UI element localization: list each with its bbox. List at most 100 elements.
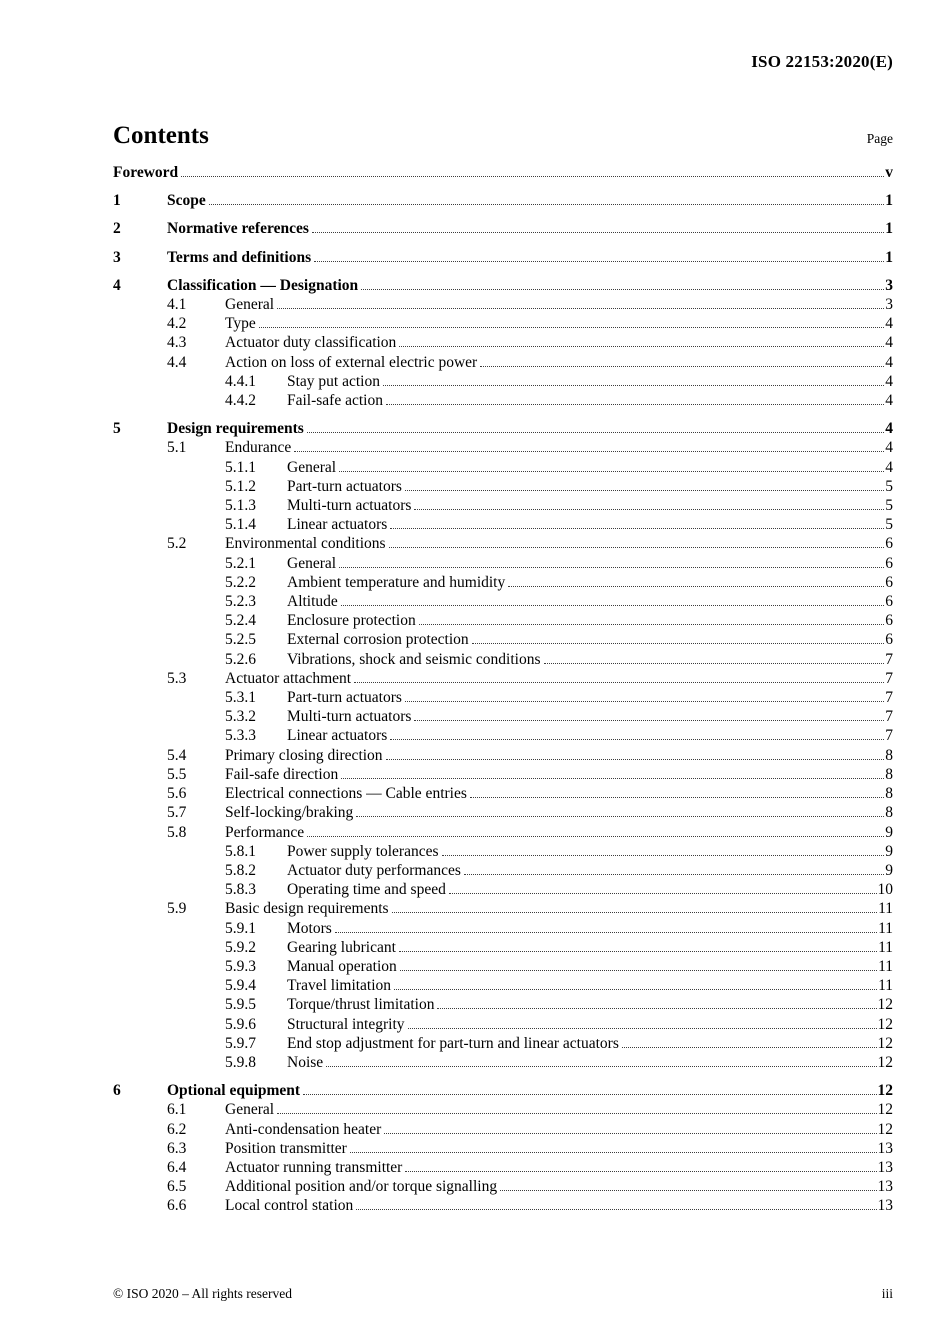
dot-leader (258, 323, 885, 329)
toc-entry[interactable]: 5 Design requirements 4 (113, 419, 893, 438)
toc-entry[interactable]: 5.3 Actuator attachment 7 (167, 669, 893, 688)
toc-entry[interactable]: 5.2.5 External corrosion protection 6 (225, 630, 893, 649)
toc-entry-title: Foreword (113, 164, 179, 181)
document-header: ISO 22153:2020(E) (113, 0, 893, 72)
dot-leader (277, 1109, 877, 1115)
toc-entry[interactable]: 5.8.1 Power supply tolerances 9 (225, 842, 893, 861)
toc-entry[interactable]: 1 Scope 1 (113, 191, 893, 210)
dot-leader (414, 505, 885, 511)
dot-leader (334, 928, 878, 933)
toc-entry[interactable]: 4.3 Actuator duty classification 4 (167, 333, 893, 352)
toc-entry[interactable]: 4.2 Type 4 (167, 314, 893, 333)
toc-entry[interactable]: 5.8 Performance 9 (167, 823, 893, 842)
toc-entry-page: v (885, 164, 893, 181)
toc-entry[interactable]: 5.3.3 Linear actuators 7 (225, 726, 893, 745)
dot-leader (463, 870, 885, 875)
toc-entry-title: Noise (287, 1053, 324, 1071)
toc-entry[interactable]: 6.2 Anti-condensation heater 12 (167, 1120, 893, 1139)
toc-entry[interactable]: 5.9.5 Torque/thrust limitation 12 (225, 995, 893, 1014)
dot-leader (361, 285, 885, 290)
toc-entry[interactable]: 5.8.2 Actuator duty performances 9 (225, 861, 893, 880)
toc-entry[interactable]: 5.5 Fail-safe direction 8 (167, 765, 893, 784)
toc-entry[interactable]: 4.1 General 3 (167, 295, 893, 314)
toc-entry-title: Actuator running transmitter (225, 1158, 403, 1176)
toc-entry-page: 8 (885, 746, 893, 764)
toc-entry[interactable]: 5.7 Self-locking/braking 8 (167, 803, 893, 822)
toc-entry-page: 8 (885, 804, 893, 822)
toc-entry-page: 11 (878, 938, 893, 956)
toc-entry-number: 2 (113, 220, 121, 238)
toc-entry[interactable]: 6.4 Actuator running transmitter 13 (167, 1158, 893, 1177)
toc-entry[interactable]: 6.1 General 12 (167, 1100, 893, 1119)
dot-leader (471, 639, 885, 645)
toc-entry-title: Electrical connections — Cable entries (225, 785, 467, 803)
toc-entry-page: 10 (877, 881, 894, 899)
toc-entry[interactable]: 5.9.6 Structural integrity 12 (225, 1015, 893, 1034)
table-of-contents: Foreword v 1 Scope 1 2 Normative referen… (113, 163, 893, 1216)
toc-entry-page: 11 (878, 900, 893, 918)
toc-entry[interactable]: 4.4 Action on loss of external electric … (167, 353, 893, 372)
toc-entry-title: Additional position and/or torque signal… (225, 1178, 498, 1196)
toc-entry-page: 4 (885, 315, 893, 333)
dot-leader (384, 1129, 877, 1134)
toc-entry[interactable]: 5.9.4 Travel limitation 11 (225, 976, 893, 995)
toc-entry[interactable]: 5.1.4 Linear actuators 5 (225, 515, 893, 534)
toc-entry[interactable]: 5.1.2 Part-turn actuators 5 (225, 477, 893, 496)
toc-entry[interactable]: 5.1 Endurance 4 (167, 438, 893, 457)
dot-leader (437, 1004, 877, 1010)
toc-entry[interactable]: 5.2.1 General 6 (225, 554, 893, 573)
toc-entry[interactable]: 5.1.1 General 4 (225, 458, 893, 477)
toc-entry[interactable]: 6 Optional equipment 12 (113, 1081, 893, 1100)
toc-entry-number: 5.5 (167, 765, 187, 783)
toc-entry[interactable]: 5.4 Primary closing direction 8 (167, 746, 893, 765)
toc-entry[interactable]: 5.2.3 Altitude 6 (225, 592, 893, 611)
toc-entry[interactable]: 5.9 Basic design requirements 11 (167, 899, 893, 918)
toc-entry[interactable]: 4.4.1 Stay put action 4 (225, 372, 893, 391)
toc-entry-number: 6.5 (167, 1178, 187, 1196)
dot-leader (181, 172, 885, 177)
toc-entry[interactable]: 5.1.3 Multi-turn actuators 5 (225, 496, 893, 515)
dot-leader (383, 381, 885, 386)
toc-entry-page: 5 (885, 477, 893, 495)
toc-entry-title: Action on loss of external electric powe… (225, 353, 478, 371)
toc-entry-number: 5.2 (167, 535, 187, 553)
toc-entry-number: 6.2 (167, 1120, 187, 1138)
toc-entry[interactable]: Foreword v (113, 163, 893, 182)
toc-entry-title: Performance (225, 823, 305, 841)
toc-entry-title: Manual operation (287, 957, 397, 975)
toc-entry-title: External corrosion protection (287, 631, 469, 649)
toc-entry[interactable]: 2 Normative references 1 (113, 219, 893, 238)
toc-entry-number: 5.8.2 (225, 861, 256, 879)
dot-leader (307, 832, 885, 837)
toc-entry[interactable]: 4.4.2 Fail-safe action 4 (225, 391, 893, 410)
toc-entry[interactable]: 5.9.8 Noise 12 (225, 1053, 893, 1072)
toc-entry[interactable]: 5.2 Environmental conditions 6 (167, 534, 893, 553)
toc-entry-number: 6.4 (167, 1158, 187, 1176)
toc-entry-number: 5.1.2 (225, 477, 256, 495)
toc-entry-number: 5.6 (167, 785, 187, 803)
toc-entry[interactable]: 5.2.2 Ambient temperature and humidity 6 (225, 573, 893, 592)
toc-entry[interactable]: 6.5 Additional position and/or torque si… (167, 1177, 893, 1196)
toc-entry[interactable]: 5.8.3 Operating time and speed 10 (225, 880, 893, 899)
toc-entry[interactable]: 6.3 Position transmitter 13 (167, 1139, 893, 1158)
toc-entry[interactable]: 4 Classification — Designation 3 (113, 276, 893, 295)
toc-entry-number: 5.9.6 (225, 1015, 256, 1033)
toc-entry[interactable]: 5.6 Electrical connections — Cable entri… (167, 784, 893, 803)
toc-entry-title: Scope (167, 192, 206, 210)
toc-entry[interactable]: 5.3.1 Part-turn actuators 7 (225, 688, 893, 707)
toc-entry-title: Vibrations, shock and seismic conditions (287, 650, 541, 668)
toc-entry-page: 7 (885, 689, 893, 707)
toc-entry[interactable]: 5.3.2 Multi-turn actuators 7 (225, 707, 893, 726)
toc-entry-page: 9 (885, 861, 893, 879)
dot-leader (354, 678, 885, 683)
toc-entry[interactable]: 5.2.6 Vibrations, shock and seismic cond… (225, 650, 893, 669)
dot-leader (405, 1167, 877, 1172)
toc-entry[interactable]: 6.6 Local control station 13 (167, 1196, 893, 1215)
toc-entry[interactable]: 5.9.2 Gearing lubricant 11 (225, 938, 893, 957)
dot-leader (311, 228, 885, 234)
toc-entry[interactable]: 5.9.7 End stop adjustment for part-turn … (225, 1034, 893, 1053)
toc-entry[interactable]: 3 Terms and definitions 1 (113, 248, 893, 267)
toc-entry[interactable]: 5.9.1 Motors 11 (225, 919, 893, 938)
toc-entry[interactable]: 5.2.4 Enclosure protection 6 (225, 611, 893, 630)
toc-entry[interactable]: 5.9.3 Manual operation 11 (225, 957, 893, 976)
